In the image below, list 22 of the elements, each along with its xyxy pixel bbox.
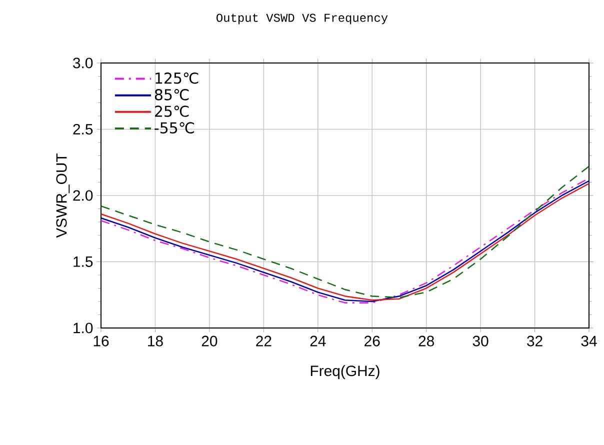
legend-label: 25℃ — [155, 106, 189, 117]
x-tick-label: 20 — [202, 336, 218, 346]
y-tick-label: 3.0 — [73, 58, 93, 68]
y-axis-title: VSWR_OUT — [56, 153, 70, 238]
y-tick-label: 2.5 — [73, 124, 93, 135]
x-tick-label: 24 — [310, 336, 326, 346]
x-tick-label: 28 — [418, 336, 434, 346]
x-tick-label: 34 — [581, 336, 597, 346]
x-tick-label: 16 — [94, 336, 109, 346]
x-tick-label: 30 — [472, 336, 488, 346]
y-tick-label: 1.5 — [74, 256, 93, 267]
x-axis-title: Freq(GHz) — [310, 365, 380, 380]
legend-label: 85℃ — [154, 89, 189, 100]
x-tick-label: 22 — [256, 336, 272, 346]
legend-label: 125℃ — [156, 72, 198, 84]
y-tick-label: 1.0 — [74, 322, 93, 334]
x-tick-label: 18 — [148, 336, 163, 346]
y-tick-label: 2.0 — [73, 190, 93, 201]
x-tick-label: 26 — [364, 336, 380, 346]
chart-title: Output VSWD VS Frequency — [216, 14, 388, 24]
legend-label: -55℃ — [154, 122, 194, 134]
x-tick-label: 32 — [527, 336, 542, 346]
